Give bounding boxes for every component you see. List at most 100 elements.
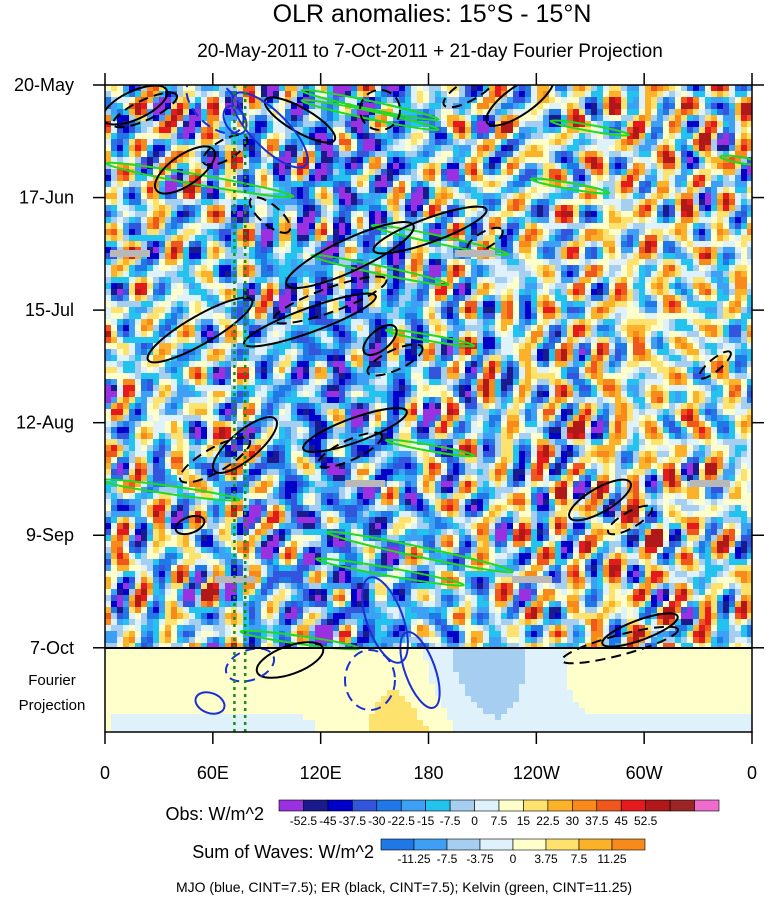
obs-cell (465, 355, 472, 362)
obs-cell (105, 301, 112, 308)
obs-cell (381, 169, 388, 176)
obs-cell (567, 277, 574, 284)
obs-cell (333, 235, 340, 242)
obs-cell (645, 235, 652, 242)
obs-cell (261, 331, 268, 338)
obs-cell (651, 253, 658, 260)
obs-cell (189, 361, 196, 368)
obs-cell (537, 163, 544, 170)
obs-cell (195, 265, 202, 272)
obs-cell (705, 301, 712, 308)
obs-cell (519, 301, 526, 308)
obs-cell (339, 97, 346, 104)
obs-cell (741, 181, 748, 188)
obs-cell (141, 157, 148, 164)
obs-cell (705, 133, 712, 140)
obs-cell (303, 337, 310, 344)
obs-cell (681, 349, 688, 356)
obs-cell (423, 307, 430, 314)
obs-cell (225, 175, 232, 182)
obs-cell (399, 109, 406, 116)
obs-cell (459, 139, 466, 146)
obs-cell (639, 295, 646, 302)
obs-cell (441, 247, 448, 254)
obs-cell (483, 307, 490, 314)
obs-cell (513, 103, 520, 110)
obs-cell (711, 349, 718, 356)
obs-cell (615, 157, 622, 164)
obs-cell (471, 103, 478, 110)
obs-cell (513, 127, 520, 134)
obs-cell (603, 109, 610, 116)
obs-cell (153, 163, 160, 170)
obs-cell (447, 181, 454, 188)
obs-cell (435, 271, 442, 278)
obs-cell (327, 355, 334, 362)
obs-cell (681, 181, 688, 188)
obs-cell (573, 277, 580, 284)
obs-cell (513, 211, 520, 218)
obs-cell (489, 271, 496, 278)
obs-cell (435, 355, 442, 362)
obs-cell (507, 109, 514, 116)
obs-cell (459, 157, 466, 164)
obs-cell (495, 109, 502, 116)
obs-cell (135, 211, 142, 218)
obs-cell (495, 181, 502, 188)
obs-cell (237, 181, 244, 188)
obs-cell (339, 307, 346, 314)
obs-cell (561, 301, 568, 308)
obs-cell (741, 151, 748, 158)
obs-cell (447, 91, 454, 98)
obs-cell (225, 235, 232, 242)
obs-cell (411, 181, 418, 188)
obs-cell (153, 109, 160, 116)
obs-cell (375, 199, 382, 206)
obs-cell (519, 151, 526, 158)
obs-cell (717, 295, 724, 302)
obs-cell (135, 187, 142, 194)
obs-cell (393, 307, 400, 314)
obs-cell (711, 97, 718, 104)
obs-cell (573, 343, 580, 350)
obs-cell (657, 175, 664, 182)
obs-cell (735, 145, 742, 152)
obs-cell (213, 169, 220, 176)
obs-cell (309, 265, 316, 272)
obs-cell (237, 145, 244, 152)
obs-cell (747, 355, 752, 362)
obs-cell (657, 307, 664, 314)
obs-cell (207, 343, 214, 350)
obs-cell (255, 139, 262, 146)
obs-cell (219, 331, 226, 338)
obs-cell (117, 127, 124, 134)
obs-cell (735, 85, 742, 92)
obs-cell (633, 241, 640, 248)
obs-cell (597, 211, 604, 218)
obs-cell (615, 235, 622, 242)
obs-cell (561, 121, 568, 128)
obs-cell (597, 85, 604, 92)
obs-cell (237, 331, 244, 338)
obs-cell (561, 307, 568, 314)
obs-cell (207, 313, 214, 320)
obs-cell (687, 289, 694, 296)
obs-cell (147, 211, 154, 218)
obs-cell (309, 115, 316, 122)
obs-cell (297, 169, 304, 176)
obs-cell (357, 247, 364, 254)
obs-cell (273, 211, 280, 218)
obs-cell (549, 145, 556, 152)
obs-cell (237, 325, 244, 332)
obs-cell (411, 319, 418, 326)
obs-cell (381, 277, 388, 284)
obs-cell (177, 115, 184, 122)
obs-cell (609, 85, 616, 92)
obs-cell (723, 253, 730, 260)
obs-cell (591, 109, 598, 116)
obs-cell (159, 241, 166, 248)
obs-cell (579, 235, 586, 242)
obs-cell (531, 133, 538, 140)
obs-cell (225, 97, 232, 104)
obs-cell (267, 97, 274, 104)
